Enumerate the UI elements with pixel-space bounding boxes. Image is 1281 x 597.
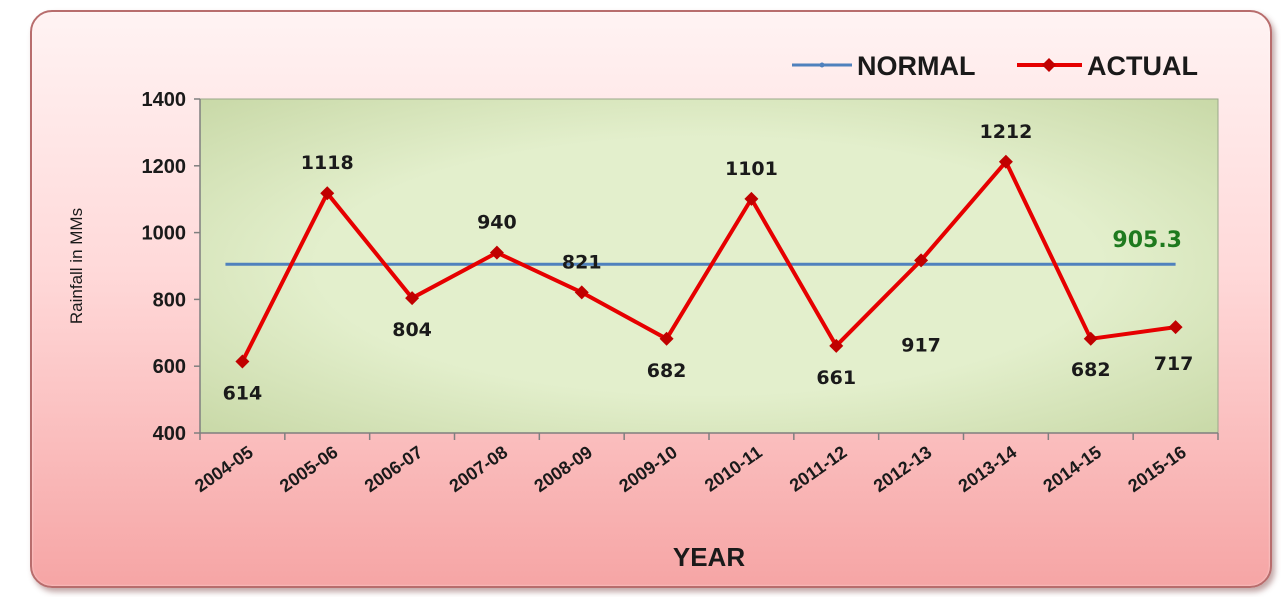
legend-actual-label: ACTUAL: [1087, 51, 1198, 81]
actual-point: [320, 186, 335, 201]
actual-point: [744, 191, 759, 206]
actual-data-label: 1212: [979, 121, 1032, 143]
y-tick-label: 400: [153, 423, 186, 445]
x-tick-label: 2006-07: [361, 442, 427, 496]
actual-data-label: 1101: [725, 158, 778, 180]
actual-point: [1168, 320, 1183, 335]
actual-point: [829, 338, 844, 353]
actual-data-label: 682: [647, 360, 687, 382]
normal-value-label: 905.3: [1112, 228, 1182, 253]
x-tick-label: 2005-06: [276, 442, 342, 496]
actual-data-label: 940: [477, 212, 517, 234]
x-tick-label: 2009-10: [615, 442, 681, 496]
actual-point: [405, 291, 420, 306]
legend-normal-label: NORMAL: [857, 51, 975, 81]
x-tick-label: 2007-08: [446, 442, 512, 496]
actual-point: [914, 253, 929, 268]
actual-data-label: 682: [1071, 359, 1111, 381]
x-tick-label: 2010-11: [701, 442, 766, 496]
actual-data-label: 717: [1154, 353, 1194, 375]
actual-data-label: 821: [562, 251, 602, 273]
actual-point: [998, 154, 1013, 169]
actual-data-label: 661: [816, 367, 856, 389]
x-tick-label: 2015-16: [1124, 442, 1190, 496]
y-tick-label: 1400: [142, 89, 187, 111]
legend-actual-marker: [1042, 58, 1056, 72]
x-axis-title: YEAR: [673, 542, 745, 572]
x-tick-label: 2008-09: [530, 442, 596, 496]
actual-data-label: 614: [223, 383, 263, 405]
series-actual-line: [240, 159, 1176, 363]
y-tick-label: 600: [153, 356, 186, 378]
actual-point: [1083, 331, 1098, 346]
y-tick-label: 800: [153, 289, 186, 311]
x-tick-label: 2012-13: [870, 442, 936, 496]
x-tick-label: 2014-15: [1039, 442, 1105, 496]
actual-point: [659, 331, 674, 346]
actual-point: [489, 245, 504, 260]
legend-normal-marker: [819, 62, 825, 68]
y-tick-label: 1200: [142, 156, 187, 178]
actual-data-label: 1118: [301, 152, 354, 174]
y-tick-label: 1000: [142, 223, 187, 245]
x-tick-label: 2011-12: [786, 442, 851, 496]
x-tick-label: 2013-14: [955, 442, 1021, 496]
actual-data-label: 917: [901, 334, 941, 356]
actual-point: [574, 285, 589, 300]
x-tick-label: 2004-05: [191, 442, 257, 496]
actual-data-label: 804: [392, 319, 432, 341]
y-axis-title: Rainfall in MMs: [67, 208, 86, 324]
actual-point: [235, 354, 250, 369]
